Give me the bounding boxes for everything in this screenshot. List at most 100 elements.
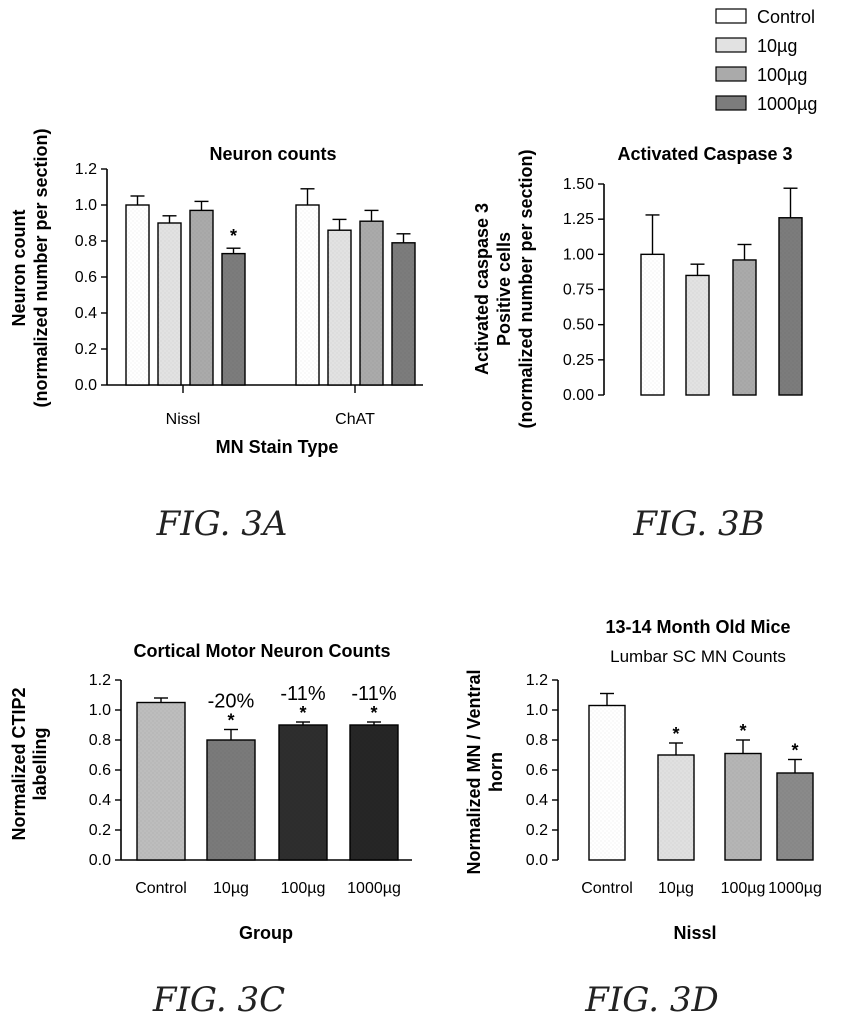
chart-3a-xtick-nissl: Nissl bbox=[166, 411, 201, 428]
chart-3c-significance-star: * bbox=[227, 711, 234, 731]
chart-3a-ytick-label: 0.2 bbox=[75, 341, 97, 358]
chart-3b-bar-texture bbox=[733, 259, 756, 395]
legend: Control 10µg 100µg 1000µg bbox=[715, 7, 817, 114]
chart-3d-bar-texture bbox=[725, 753, 761, 860]
chart-3b: Activated Caspase 3 Activated caspase 3 … bbox=[472, 144, 803, 429]
chart-3c-ytick-label: 0.8 bbox=[89, 732, 111, 749]
legend-label-control: Control bbox=[757, 7, 815, 27]
chart-3c-bar-texture bbox=[279, 725, 327, 860]
chart-3c-bar-texture bbox=[350, 725, 398, 860]
chart-3d-ylabel-line2: horn bbox=[486, 752, 506, 792]
chart-3d-ytick-label: 1.0 bbox=[526, 702, 548, 719]
chart-3b-bar-texture bbox=[686, 275, 709, 395]
chart-3c-bar-texture bbox=[207, 740, 255, 860]
chart-3a-bar-texture bbox=[360, 221, 383, 385]
chart-3a-ytick-label: 0.0 bbox=[75, 377, 97, 394]
fig-label-3d: FIG. 3D bbox=[584, 980, 718, 1020]
chart-3c: Cortical Motor Neuron Counts Normalized … bbox=[9, 641, 412, 943]
chart-3a-ylabel-line1: Neuron count bbox=[9, 210, 29, 327]
chart-3b-ylabel-line2: Positive cells bbox=[494, 232, 514, 346]
chart-3d-bar-texture bbox=[658, 755, 694, 860]
chart-3b-ytick-label: 0.75 bbox=[563, 282, 594, 299]
chart-3a-bar-texture bbox=[296, 205, 319, 385]
chart-3c-ytick-label: 0.0 bbox=[89, 852, 111, 869]
chart-3a-bar-texture bbox=[126, 205, 149, 385]
chart-3d-ytick-label: 1.2 bbox=[526, 672, 548, 689]
chart-3b-ytick-label: 1.50 bbox=[563, 176, 594, 193]
legend-swatch-control bbox=[715, 8, 747, 24]
chart-3c-xtick-label: 10µg bbox=[213, 880, 249, 897]
chart-3d-xtick-label: 100µg bbox=[721, 880, 766, 897]
chart-3b-title: Activated Caspase 3 bbox=[617, 144, 792, 164]
chart-3a: Neuron counts Neuron count (normalized n… bbox=[9, 128, 423, 457]
chart-3d-ytick-label: 0.0 bbox=[526, 852, 548, 869]
chart-3c-ylabel-line1: Normalized CTIP2 bbox=[9, 687, 29, 840]
chart-3c-bar-texture bbox=[137, 702, 185, 860]
chart-3b-bar-texture bbox=[779, 217, 802, 395]
chart-3c-xtick-label: 100µg bbox=[281, 880, 326, 897]
chart-3a-ytick-label: 1.2 bbox=[75, 161, 97, 178]
chart-3c-percent-change: -11% bbox=[280, 683, 325, 705]
chart-3c-percent-change: -20% bbox=[208, 691, 255, 713]
chart-3d-ytick-label: 0.6 bbox=[526, 762, 548, 779]
chart-3c-significance-star: * bbox=[299, 703, 306, 723]
chart-3c-xtick-label: Control bbox=[135, 880, 187, 897]
fig-label-3c: FIG. 3C bbox=[152, 980, 285, 1020]
chart-3a-xtick-chat: ChAT bbox=[335, 411, 375, 428]
chart-3c-ytick-label: 0.6 bbox=[89, 762, 111, 779]
chart-3d-significance-star: * bbox=[672, 724, 679, 744]
chart-3a-bar-texture bbox=[222, 253, 245, 385]
chart-3c-ytick-label: 1.0 bbox=[89, 702, 111, 719]
chart-3d-bar-texture bbox=[777, 773, 813, 860]
chart-3b-ylabel-line1: Activated caspase 3 bbox=[472, 203, 492, 375]
legend-swatch-1000ug bbox=[715, 95, 747, 111]
legend-label-10ug: 10µg bbox=[757, 36, 797, 56]
chart-3b-ytick-label: 0.50 bbox=[563, 317, 594, 334]
chart-3a-bar-texture bbox=[158, 223, 181, 385]
chart-3d-ytick-label: 0.2 bbox=[526, 822, 548, 839]
chart-3d-xtick-label: 10µg bbox=[658, 880, 694, 897]
chart-3c-ytick-label: 1.2 bbox=[89, 672, 111, 689]
chart-3c-significance-star: * bbox=[370, 703, 377, 723]
chart-3b-ylabel-line3: (normalized number per section) bbox=[516, 149, 536, 428]
chart-3a-bar-texture bbox=[392, 242, 415, 385]
chart-3b-ytick-label: 1.00 bbox=[563, 246, 594, 263]
chart-3b-ytick-label: 0.00 bbox=[563, 387, 594, 404]
fig-label-3b: FIG. 3B bbox=[632, 504, 764, 544]
chart-3a-ytick-label: 1.0 bbox=[75, 197, 97, 214]
chart-3a-bar-texture bbox=[328, 230, 351, 385]
chart-3a-ylabel-line2: (normalized number per section) bbox=[31, 128, 51, 407]
chart-3c-percent-change: -11% bbox=[351, 683, 396, 705]
chart-3d-bar-texture bbox=[589, 705, 625, 860]
chart-3c-title: Cortical Motor Neuron Counts bbox=[134, 641, 391, 661]
legend-swatch-100ug bbox=[715, 66, 747, 82]
chart-3d-xtick-label: Control bbox=[581, 880, 633, 897]
chart-3b-ytick-label: 1.25 bbox=[563, 211, 594, 228]
chart-3c-ytick-label: 0.4 bbox=[89, 792, 111, 809]
chart-3a-significance-star: * bbox=[230, 226, 237, 246]
fig-label-3a: FIG. 3A bbox=[156, 504, 288, 544]
chart-3b-ytick-label: 0.25 bbox=[563, 352, 594, 369]
legend-swatch-10ug bbox=[715, 37, 747, 53]
chart-3c-ytick-label: 0.2 bbox=[89, 822, 111, 839]
chart-3a-bar-texture bbox=[190, 210, 213, 385]
chart-3a-ytick-label: 0.6 bbox=[75, 269, 97, 286]
chart-3c-ylabel-line2: labelling bbox=[30, 727, 50, 800]
legend-label-100ug: 100µg bbox=[757, 65, 807, 85]
chart-3d-ytick-label: 0.8 bbox=[526, 732, 548, 749]
chart-3a-ytick-label: 0.4 bbox=[75, 305, 97, 322]
chart-3a-title: Neuron counts bbox=[209, 144, 336, 164]
chart-3d-xtick-label: 1000µg bbox=[768, 880, 822, 897]
chart-3d-ylabel-line1: Normalized MN / Ventral bbox=[464, 669, 484, 874]
chart-3d-title: 13-14 Month Old Mice bbox=[605, 617, 790, 637]
chart-3c-xlabel: Group bbox=[239, 923, 293, 943]
chart-3a-xlabel: MN Stain Type bbox=[216, 437, 339, 457]
chart-3d-significance-star: * bbox=[739, 721, 746, 741]
legend-label-1000ug: 1000µg bbox=[757, 94, 817, 114]
chart-3d: 13-14 Month Old Mice Lumbar SC MN Counts… bbox=[464, 617, 822, 943]
chart-3a-ytick-label: 0.8 bbox=[75, 233, 97, 250]
chart-3c-xtick-label: 1000µg bbox=[347, 880, 401, 897]
chart-3d-xlabel: Nissl bbox=[673, 923, 716, 943]
chart-3b-bar-texture bbox=[641, 254, 664, 395]
chart-3d-subtitle: Lumbar SC MN Counts bbox=[610, 647, 786, 666]
